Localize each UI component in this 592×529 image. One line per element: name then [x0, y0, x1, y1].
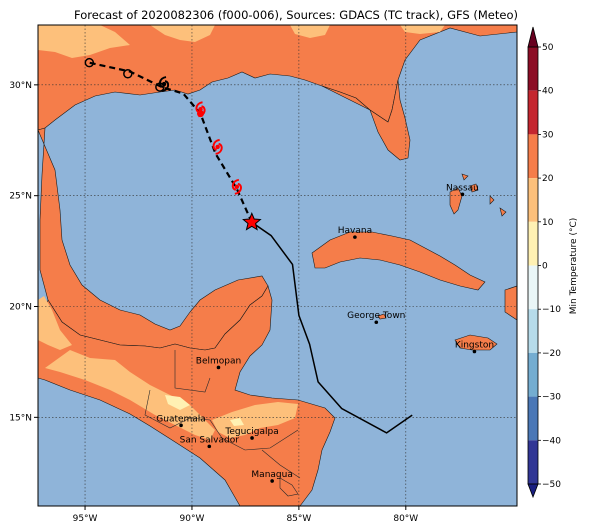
colorbar-tick-label: −20 [542, 349, 561, 359]
city-label: Belmopan [196, 356, 241, 366]
city-marker [460, 192, 465, 197]
colorbar-band [528, 309, 538, 353]
colorbar-extend-min [527, 483, 539, 499]
city-marker [374, 320, 379, 325]
city-label: Guatemala [156, 414, 206, 424]
cooler-land-regions [38, 25, 445, 440]
colorbar-tick-label: −30 [542, 393, 561, 403]
lon-tick-label: 95°W [73, 514, 98, 524]
land-masses [38, 25, 517, 506]
colorbar-band [528, 265, 538, 310]
city-marker [216, 365, 221, 370]
colorbar-tick-label: 10 [542, 218, 554, 228]
colorbar-band [528, 352, 538, 397]
colorbar-band [528, 134, 538, 179]
map-frame [37, 24, 518, 507]
land-cayman [377, 313, 387, 320]
colorbar-tick-label: 30 [542, 130, 554, 140]
forecast-storm-icon [231, 178, 242, 195]
land-central-america [38, 285, 336, 506]
lat-tick-label: 30°N [9, 81, 32, 91]
track-past-line [251, 221, 413, 434]
colorbar-band [528, 221, 538, 266]
colorbar-tick-label: 20 [542, 174, 554, 184]
lat-tick-label: 20°N [9, 303, 32, 313]
figure-title: Forecast of 2020082306 (f000-006), Sourc… [74, 8, 518, 22]
colorbar-tick-label: 40 [542, 87, 554, 97]
colorbar-band [528, 47, 538, 91]
city-label: Tegucigalpa [224, 427, 278, 437]
remnant-low-marker [84, 57, 95, 68]
city-marker [250, 436, 254, 440]
land-mild-texas [38, 25, 445, 58]
country-borders [144, 350, 301, 497]
border-lake [279, 477, 299, 497]
land-hispaniola [504, 285, 517, 321]
city-marker [353, 235, 357, 239]
colorbar-band [528, 178, 538, 222]
forecast-storm-icon [212, 138, 223, 155]
city-marker [179, 423, 183, 428]
colorbar-tick-label: −50 [542, 480, 561, 490]
land-florida [321, 79, 411, 161]
land-cuba [311, 231, 486, 291]
lon-tick-label: 85°W [286, 514, 311, 524]
colorbar-tick-label: −10 [542, 305, 561, 315]
map-area: Nassau Havana George Town Kingston Belmopan G… [38, 25, 517, 506]
colorbar-extend-max [527, 26, 539, 48]
colorbar-band [528, 90, 538, 135]
current-position-star-icon [242, 211, 262, 231]
colorbar: 50 40 30 20 10 0 −10 −20 −30 −40 −50 [527, 26, 561, 499]
colorbar-tick-label: 0 [542, 262, 548, 272]
landfall-storm-icon [158, 76, 170, 93]
border-belize [174, 350, 211, 393]
city-label: Nassau [446, 183, 479, 193]
colorbar-band [528, 440, 538, 484]
land-jamaica [454, 334, 498, 351]
lon-tick-label: 90°W [180, 514, 205, 524]
land-us-gulf-coast [38, 25, 517, 131]
lat-tick-label: 25°N [9, 192, 32, 202]
remnant-low-marker [123, 69, 133, 79]
city-marker [207, 444, 212, 449]
lon-tick-label: 80°W [393, 514, 418, 524]
city-marker [472, 349, 477, 354]
city-marker [270, 479, 274, 483]
cyclone-track [84, 57, 413, 434]
border-guatemala [144, 389, 211, 429]
lat-tick-label: 15°N [9, 413, 32, 423]
city-label: Managua [251, 470, 292, 480]
colorbar-tick-label: −40 [542, 436, 561, 446]
border-nicaragua [261, 449, 301, 479]
forecast-position-dot [197, 110, 205, 118]
city-label: San Salvador [180, 435, 240, 445]
colorbar-tick-label: 50 [542, 43, 554, 53]
graticule [38, 25, 517, 506]
land-mild-highlands [212, 402, 298, 438]
colorbar-band [528, 396, 538, 441]
colorbar-label: Min Temperature (°C) [569, 218, 579, 315]
land-pale-highlands [165, 395, 244, 426]
city-label: George Town [347, 311, 405, 321]
cities: Nassau Havana George Town Kingston Belmopan G… [156, 183, 494, 483]
city-label: Havana [338, 226, 372, 236]
city-label: Kingston [455, 341, 494, 351]
axis-ticks: 95°W 90°W 85°W 80°W 15°N 20°N 25°N 30°N [9, 81, 418, 524]
border-honduras [209, 419, 299, 451]
